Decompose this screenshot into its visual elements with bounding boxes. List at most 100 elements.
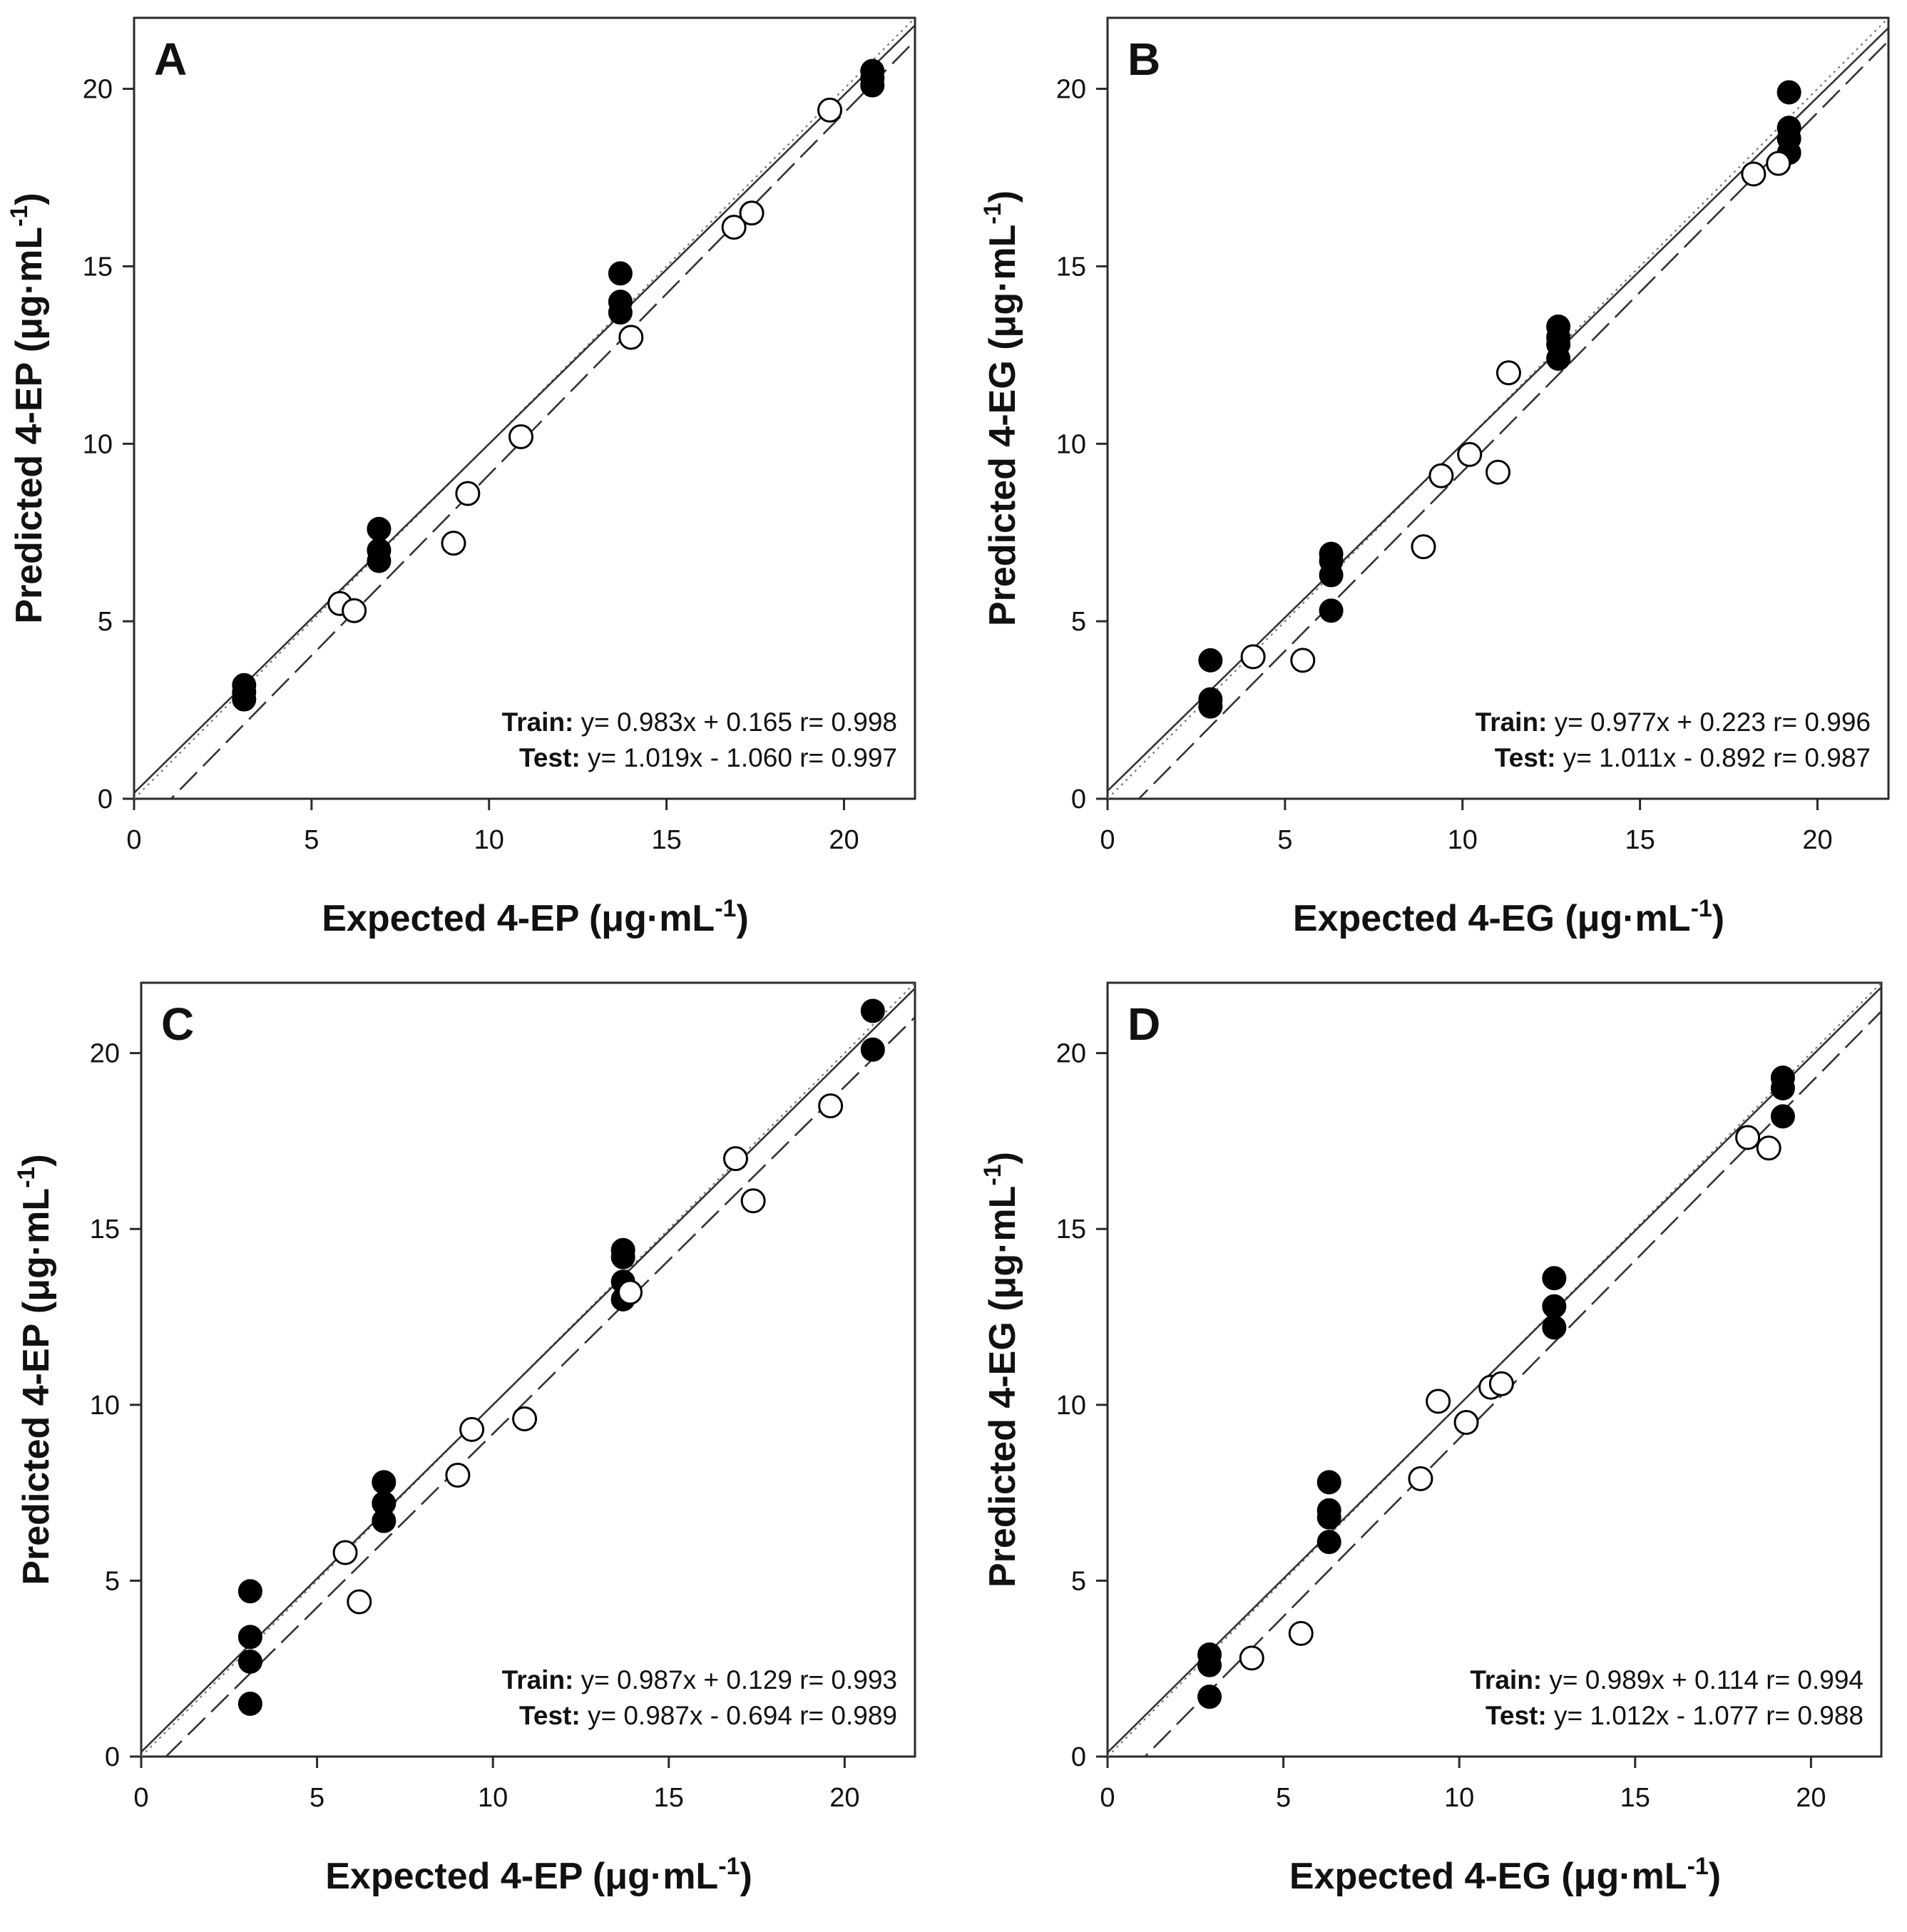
panel-letter: A: [154, 34, 187, 85]
x-tick-label: 10: [1444, 1783, 1474, 1813]
x-tick-label: 15: [654, 1783, 684, 1813]
y-tick-label: 15: [1056, 252, 1086, 282]
train-point: [372, 1491, 397, 1516]
test-equation: Test: y= 1.011x - 0.892 r= 0.987: [1495, 743, 1871, 772]
x-tick-label: 15: [1625, 825, 1655, 855]
x-tick-label: 5: [1277, 825, 1292, 855]
test-point: [1741, 161, 1767, 187]
test-point: [347, 1589, 372, 1615]
test-point: [1756, 1135, 1781, 1161]
test-equation: Test: y= 0.987x - 0.694 r= 0.989: [519, 1701, 897, 1730]
test-points: [332, 1093, 844, 1615]
panel-letter: B: [1128, 34, 1160, 85]
y-axis-label: Predicted 4-EG (μg·mL-1): [979, 190, 1023, 626]
x-axis-label: Expected 4-EP (μg·mL-1): [325, 1853, 752, 1897]
x-tick-label: 0: [133, 1783, 148, 1813]
y-tick-label: 5: [98, 607, 113, 637]
train-points: [1197, 1065, 1795, 1709]
panel-letter: D: [1128, 998, 1160, 1050]
test-point: [739, 200, 765, 226]
train-equation: Train: y= 0.983x + 0.165 r= 0.998: [502, 707, 897, 737]
train-equation: Train: y= 0.977x + 0.223 r= 0.996: [1476, 707, 1871, 737]
train-point: [1770, 1104, 1795, 1129]
x-tick-label: 5: [1276, 1783, 1291, 1813]
panel-c: 0 5 10 15 20 0 5 10 15 20 Expected 4-EP (μg·mL-1) P…: [13, 981, 916, 1897]
x-tick-label: 20: [829, 1783, 859, 1813]
x-tick-label: 5: [304, 825, 319, 855]
train-point: [237, 1692, 262, 1717]
test-point: [1457, 441, 1483, 467]
train-point: [1317, 1530, 1341, 1555]
test-point: [1288, 1620, 1314, 1646]
x-tick-label: 15: [1620, 1783, 1650, 1813]
test-point: [445, 1462, 471, 1488]
train-point: [1542, 1266, 1567, 1291]
test-point: [618, 324, 644, 350]
x-tick-label: 0: [1100, 1783, 1115, 1813]
fit-lines: [141, 983, 915, 1757]
x-tick-label: 10: [478, 1783, 508, 1813]
x-axis-label: Expected 4-EP (μg·mL-1): [322, 895, 749, 939]
train-point: [860, 58, 885, 83]
test-fit-line: [169, 40, 915, 799]
train-point: [237, 1649, 262, 1674]
train-point: [1776, 116, 1801, 140]
train-fit-line: [141, 987, 915, 1753]
train-points: [1198, 80, 1801, 719]
y-tick-label: 5: [105, 1566, 120, 1596]
y-tick-label: 10: [1056, 1391, 1086, 1421]
train-point: [1319, 598, 1344, 623]
train-fit-line: [1108, 27, 1888, 792]
test-point: [1488, 1371, 1514, 1396]
test-point: [818, 1093, 844, 1119]
train-point: [1317, 1498, 1341, 1523]
test-point: [508, 424, 534, 449]
test-point: [1239, 1645, 1264, 1671]
test-point: [1408, 1466, 1433, 1491]
x-tick-label: 20: [829, 825, 859, 855]
y-tick-label: 15: [90, 1215, 120, 1244]
y-tick-label: 20: [83, 75, 113, 105]
test-point: [1240, 644, 1266, 670]
train-point: [860, 998, 885, 1023]
train-point: [1198, 687, 1223, 712]
panel-b: 0 5 10 15 20 0 5 10 15 20 Expected 4-EG (μg·mL-1) P…: [979, 16, 1890, 939]
test-points: [327, 97, 843, 623]
train-point: [1317, 1470, 1341, 1495]
panel-d: 0 5 10 15 20 0 5 10 15 20 Expected 4-EG (μg·mL-1) P…: [979, 981, 1883, 1897]
test-point: [1486, 459, 1510, 485]
test-point: [1426, 1389, 1451, 1414]
y-tick-label: 10: [90, 1391, 120, 1421]
y-tick-label: 20: [1056, 1039, 1086, 1069]
y-tick-label: 0: [1071, 1742, 1086, 1772]
train-point: [608, 290, 633, 315]
test-point: [1453, 1409, 1479, 1435]
test-point: [332, 1540, 358, 1565]
panel-a: 0 5 10 15 20 0 5 10 15 20 Expected 4-EP (μg·mL-1) P…: [6, 16, 916, 939]
test-point: [1290, 648, 1316, 673]
train-point: [608, 261, 633, 286]
train-point: [610, 1237, 635, 1262]
test-points: [1240, 150, 1791, 673]
test-point: [455, 481, 481, 506]
train-points: [232, 58, 885, 712]
x-tick-label: 20: [1796, 1783, 1826, 1813]
train-point: [372, 1470, 397, 1495]
train-equation: Train: y= 0.989x + 0.114 r= 0.994: [1470, 1665, 1863, 1695]
test-point: [740, 1188, 766, 1214]
test-point: [1428, 463, 1454, 489]
y-tick-label: 20: [90, 1039, 120, 1069]
test-point: [1735, 1125, 1761, 1150]
test-point: [512, 1406, 538, 1432]
train-point: [1542, 1315, 1567, 1340]
y-tick-label: 0: [105, 1742, 120, 1772]
test-point: [441, 531, 466, 556]
test-point: [618, 1279, 643, 1305]
y-tick-label: 10: [1056, 429, 1086, 459]
test-point: [459, 1416, 485, 1442]
train-point: [860, 1037, 885, 1062]
train-point: [1197, 1685, 1222, 1709]
train-fit-line: [134, 24, 915, 794]
x-axis-label: Expected 4-EG (μg·mL-1): [1293, 895, 1724, 939]
